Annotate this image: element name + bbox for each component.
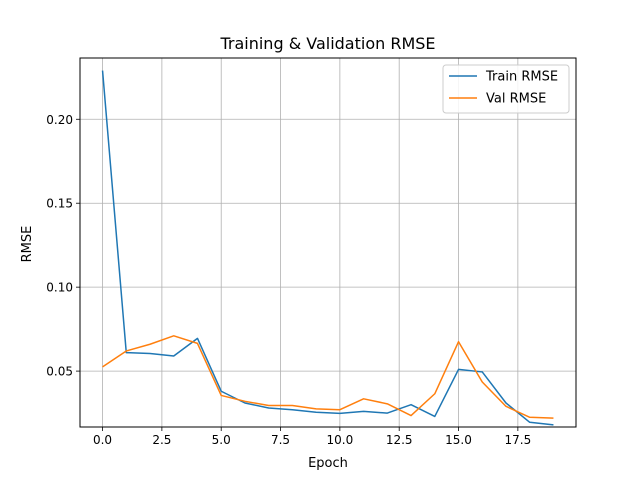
y-tick-label: 0.15 [46,197,73,211]
legend: Train RMSE Val RMSE [442,64,570,114]
x-tick-label: 2.5 [152,433,171,447]
legend-box [442,64,570,114]
y-tick-label: 0.05 [46,365,73,379]
x-tick-label: 7.5 [271,433,290,447]
x-axis-ticks: 0.0 2.5 5.0 7.5 10.0 12.5 15.0 17.5 [93,427,531,447]
y-tick-label: 0.20 [46,113,73,127]
axes-frame [79,57,577,428]
series-line-train-rmse [101,70,554,426]
y-axis-label: RMSE [20,226,35,263]
y-tick-label: 0.10 [46,281,73,295]
x-tick-label: 17.5 [504,433,531,447]
x-tick-label: 0.0 [93,433,112,447]
legend-label: Val RMSE [486,92,546,107]
y-axis-ticks: 0.05 0.10 0.15 0.20 [46,113,80,379]
x-tick-label: 10.0 [327,433,354,447]
x-tick-label: 12.5 [386,433,413,447]
x-tick-label: 15.0 [445,433,472,447]
chart-title: Training & Validation RMSE [219,34,435,53]
x-tick-label: 5.0 [212,433,231,447]
grid-lines [80,58,576,427]
series-layer [101,70,554,426]
legend-label: Train RMSE [485,70,558,85]
x-axis-label: Epoch [308,456,348,471]
series-line-val-rmse [102,335,554,419]
plot-area [79,57,577,428]
